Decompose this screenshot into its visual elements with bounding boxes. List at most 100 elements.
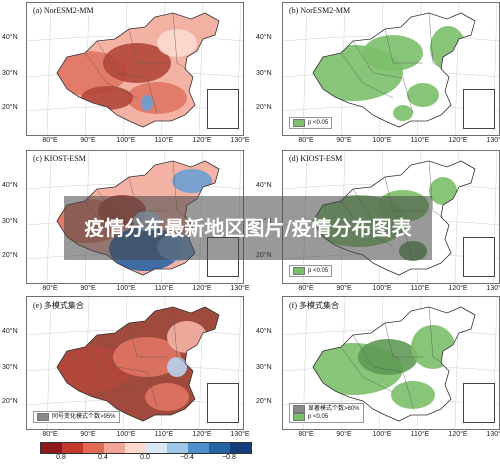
panel-c-title: (c) KIOST-ESM bbox=[31, 154, 88, 163]
legend-swatch bbox=[37, 413, 49, 421]
south-china-sea-inset bbox=[207, 383, 239, 423]
province-border bbox=[128, 28, 167, 64]
lon-label: 80°E bbox=[42, 137, 58, 144]
meridian-line bbox=[46, 3, 52, 135]
province-border bbox=[340, 346, 394, 393]
legend-label: p <0.05 bbox=[308, 268, 329, 274]
lon-row: 80°E 90°E 100°E 110°E 120°E 130°E bbox=[26, 431, 258, 441]
map-e bbox=[27, 297, 243, 429]
lon-label: 130°E bbox=[230, 431, 250, 438]
lon-label: 130°E bbox=[486, 137, 500, 144]
colorbar-segment bbox=[188, 443, 209, 453]
lon-label: 120°E bbox=[448, 137, 468, 144]
legend-e: 同号变化模式个数>95% bbox=[33, 411, 120, 423]
legend-label: p <0.05 bbox=[308, 414, 329, 420]
data-region bbox=[145, 383, 189, 411]
legend-label: p <0.05 bbox=[308, 120, 329, 126]
lon-label: 80°E bbox=[298, 285, 314, 292]
lat-label: 40°N bbox=[2, 34, 18, 41]
data-region bbox=[167, 357, 187, 377]
legend-d: p <0.05 bbox=[289, 265, 333, 277]
lon-label: 130°E bbox=[230, 285, 250, 292]
province-border bbox=[96, 334, 148, 373]
data-region bbox=[157, 29, 197, 57]
colorbar-segment bbox=[83, 443, 104, 453]
province-border bbox=[428, 306, 444, 364]
lon-label: 130°E bbox=[486, 285, 500, 292]
lon-label: 120°E bbox=[192, 137, 212, 144]
lon-label: 90°E bbox=[80, 285, 96, 292]
lat-label: 20°N bbox=[2, 252, 18, 259]
lon-label: 90°E bbox=[336, 137, 352, 144]
lon-label: 100°E bbox=[116, 285, 136, 292]
lon-label: 90°E bbox=[80, 431, 96, 438]
south-china-sea-inset bbox=[463, 383, 495, 423]
data-layer bbox=[313, 325, 455, 409]
south-china-sea-inset bbox=[207, 89, 239, 129]
province-border bbox=[402, 371, 414, 408]
overlay-text: 疫情分布最新地区图片/疫情分布图表 bbox=[84, 216, 412, 240]
data-region bbox=[430, 26, 466, 70]
data-region bbox=[411, 325, 455, 369]
lon-label: 110°E bbox=[410, 285, 430, 292]
lon-label: 100°E bbox=[372, 137, 392, 144]
lon-label: 110°E bbox=[154, 431, 174, 438]
lat-label: 40°N bbox=[256, 34, 272, 41]
data-region bbox=[81, 86, 133, 110]
province-border bbox=[352, 40, 404, 79]
province-border bbox=[384, 322, 423, 358]
lon-label: 110°E bbox=[410, 137, 430, 144]
lat-label: 40°N bbox=[2, 182, 18, 189]
legend-swatch bbox=[293, 119, 305, 127]
panel-f-title: (f) 多模式集合 bbox=[287, 300, 341, 311]
lat-label: 20°N bbox=[2, 104, 18, 111]
lat-label: 30°N bbox=[2, 364, 18, 371]
panel-b-title: (b) NorESM2-MM bbox=[287, 6, 353, 15]
lon-label: 110°E bbox=[154, 137, 174, 144]
legend-label: 显著模式个数>80% bbox=[308, 406, 360, 412]
legend-swatch bbox=[293, 413, 305, 421]
legend-swatch bbox=[293, 405, 305, 413]
province-border bbox=[128, 322, 167, 358]
south-china-sea-inset bbox=[463, 237, 495, 277]
lon-row: 80°E 90°E 100°E 110°E 120°E 130°E bbox=[282, 137, 500, 147]
province-border bbox=[402, 77, 414, 114]
panel-a-title: (a) NorESM2-MM bbox=[31, 6, 96, 15]
lon-label: 120°E bbox=[448, 431, 468, 438]
panel-e: (e) 多模式集合 同号变化模式个数>95% bbox=[26, 296, 244, 430]
south-china-sea-inset bbox=[463, 89, 495, 129]
lat-label: 40°N bbox=[2, 328, 18, 335]
colorbar-tick: 0.8 bbox=[56, 454, 66, 461]
lon-label: 80°E bbox=[298, 431, 314, 438]
lat-label: 30°N bbox=[2, 218, 18, 225]
lon-label: 120°E bbox=[192, 431, 212, 438]
lon-label: 90°E bbox=[336, 285, 352, 292]
lon-row: 80°E 90°E 100°E 110°E 120°E 130°E bbox=[26, 285, 258, 295]
colorbar-segment bbox=[41, 443, 62, 453]
lat-label: 30°N bbox=[256, 70, 272, 77]
lon-label: 100°E bbox=[116, 137, 136, 144]
meridian-line bbox=[46, 151, 52, 283]
data-region bbox=[172, 169, 212, 193]
lat-label: 20°N bbox=[256, 104, 272, 111]
lon-label: 100°E bbox=[116, 431, 136, 438]
panel-d-title: (d) KIOST-ESM bbox=[287, 154, 345, 163]
province-border bbox=[428, 12, 444, 70]
panel-e-title: (e) 多模式集合 bbox=[31, 300, 86, 311]
panel-f: (f) 多模式集合 显著模式个数>80% p <0.05 bbox=[282, 296, 500, 430]
colorbar-segment bbox=[209, 443, 230, 453]
province-border bbox=[84, 52, 138, 99]
data-region bbox=[407, 83, 439, 107]
colorbar-segment bbox=[230, 443, 251, 453]
overlay-banner: 疫情分布最新地区图片/疫情分布图表 bbox=[64, 196, 432, 260]
colorbar-tick: 0.0 bbox=[140, 454, 150, 461]
province-border bbox=[146, 77, 158, 114]
province-border bbox=[84, 346, 138, 393]
data-region bbox=[393, 105, 413, 121]
lon-label: 100°E bbox=[372, 431, 392, 438]
map-b bbox=[283, 3, 499, 135]
lat-label: 30°N bbox=[2, 70, 18, 77]
lat-label: 40°N bbox=[256, 182, 272, 189]
lon-row: 80°E 90°E 100°E 110°E 120°E 130°E bbox=[282, 431, 500, 441]
province-border bbox=[172, 12, 188, 70]
